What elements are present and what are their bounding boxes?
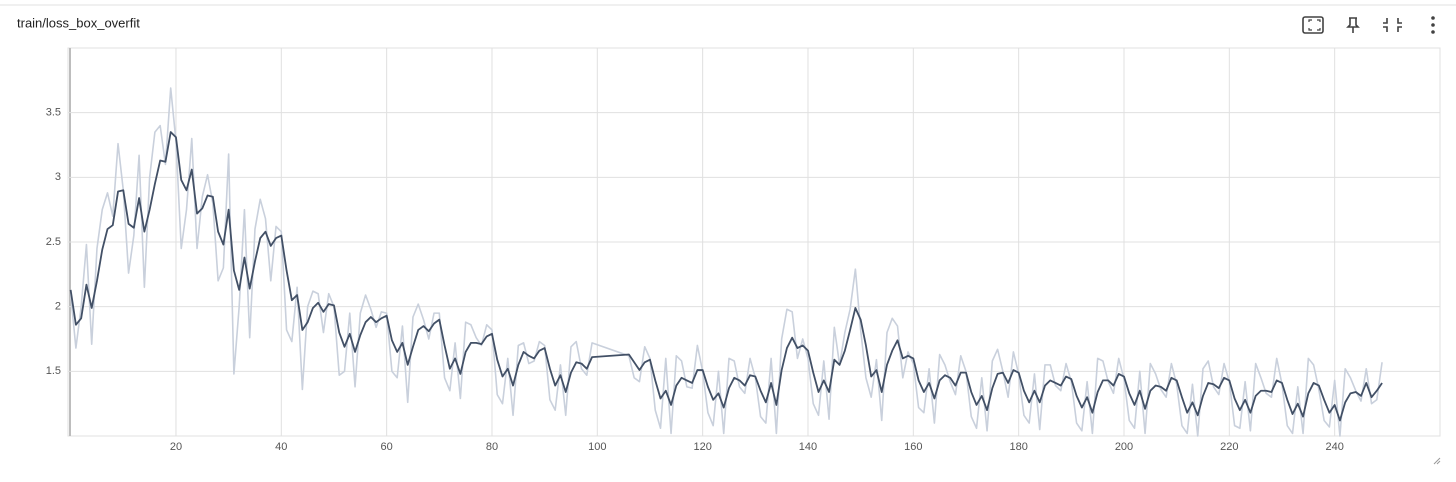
resize-handle[interactable]: [1433, 457, 1441, 465]
toolbar: [1302, 16, 1435, 34]
y-tick-label: 1.5: [46, 365, 61, 377]
y-tick-label: 2.5: [46, 236, 61, 248]
pin-button[interactable]: [1346, 17, 1360, 33]
x-tick-label: 200: [1115, 441, 1133, 453]
collapse-button[interactable]: [1383, 18, 1402, 32]
x-tick-label: 180: [1009, 441, 1027, 453]
x-tick-label: 220: [1220, 441, 1238, 453]
y-tick-label: 3: [55, 171, 61, 183]
plot-lines: [69, 87, 1383, 437]
x-tick-label: 60: [381, 441, 393, 453]
x-tick-label: 240: [1325, 441, 1343, 453]
chart-title: train/loss_box_overfit: [17, 15, 140, 30]
x-tick-label: 100: [588, 441, 606, 453]
y-tick-label: 3.5: [46, 107, 61, 119]
series-line: [69, 131, 1383, 422]
y-tick-label: 2: [55, 301, 61, 313]
x-tick-label: 160: [904, 441, 922, 453]
series-line: [69, 87, 1383, 437]
x-tick-label: 80: [486, 441, 498, 453]
x-tick-label: 120: [693, 441, 711, 453]
x-tick-label: 40: [275, 441, 287, 453]
x-tick-label: 140: [799, 441, 817, 453]
fit-domain-button[interactable]: [1302, 16, 1324, 34]
x-tick-label: 20: [170, 441, 182, 453]
more-button[interactable]: [1431, 16, 1435, 34]
